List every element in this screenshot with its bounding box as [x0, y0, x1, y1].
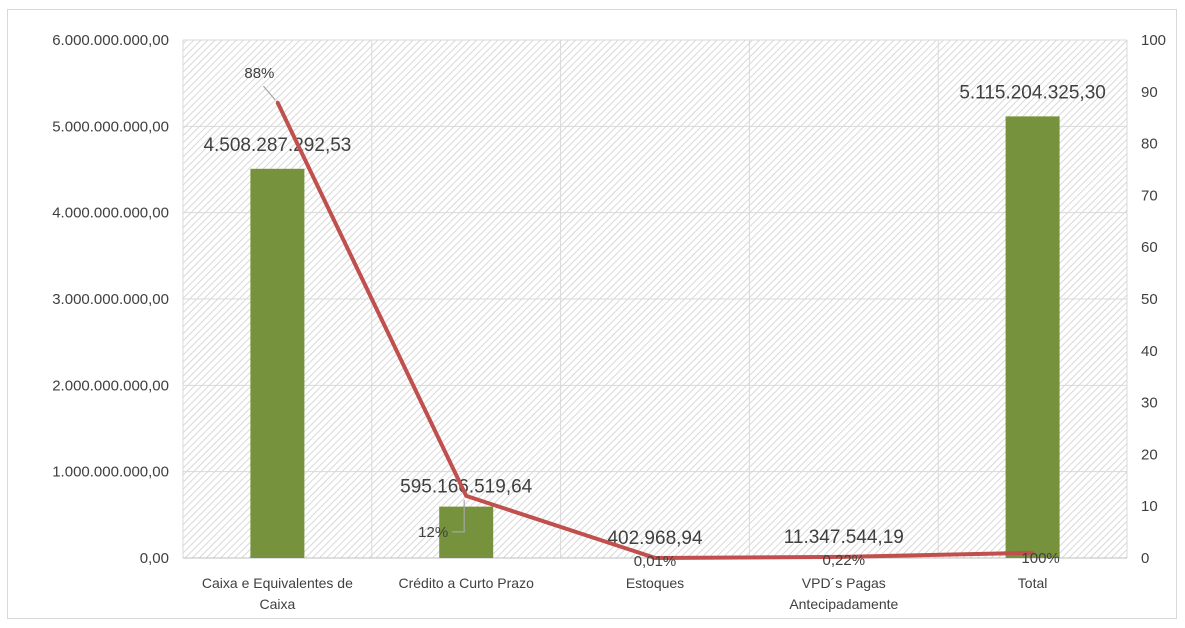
bar-data-label: 5.115.204.325,30: [959, 82, 1106, 103]
y-right-tick-label: 70: [1141, 187, 1158, 204]
bar: [439, 506, 494, 558]
y-right-tick-label: 10: [1141, 498, 1158, 515]
y-right-tick-label: 60: [1141, 239, 1158, 256]
bar: [1005, 116, 1060, 558]
line-data-label: 12%: [418, 524, 448, 541]
y-right-tick-label: 50: [1141, 291, 1158, 308]
x-category-label: Antecipadamente: [789, 596, 898, 612]
x-category-label: Caixa e Equivalentes de: [202, 575, 353, 591]
line-data-label: 0,01%: [634, 553, 677, 570]
y-right-tick-label: 80: [1141, 136, 1158, 153]
x-category-label: VPD´s Pagas: [802, 575, 886, 591]
bar: [250, 168, 305, 558]
y-left-tick-label: 5.000.000.000,00: [52, 118, 169, 135]
bar-data-label: 4.508.287.292,53: [203, 135, 351, 156]
x-category-label: Crédito a Curto Prazo: [398, 575, 534, 591]
y-left-tick-label: 3.000.000.000,00: [52, 291, 169, 308]
line-data-label: 100%: [1021, 550, 1059, 567]
leader-line: [262, 85, 276, 101]
y-right-tick-label: 30: [1141, 395, 1158, 412]
line-point: [1031, 551, 1035, 555]
x-category-label: Caixa: [260, 596, 296, 612]
y-left-tick-label: 6.000.000.000,00: [52, 32, 169, 49]
y-right-tick-label: 20: [1141, 446, 1158, 463]
x-category-label: Total: [1018, 575, 1048, 591]
line-point: [275, 100, 279, 104]
leader-line: [452, 499, 465, 533]
line-data-label: 88%: [244, 65, 274, 82]
line-point: [464, 494, 468, 498]
y-right-tick-label: 90: [1141, 84, 1158, 101]
x-category-label: Estoques: [626, 575, 684, 591]
y-right-tick-label: 40: [1141, 343, 1158, 360]
bar-data-label: 11.347.544,19: [784, 527, 904, 548]
line-point: [653, 556, 657, 560]
y-left-tick-label: 4.000.000.000,00: [52, 205, 169, 222]
y-right-tick-label: 100: [1141, 32, 1166, 49]
y-left-tick-label: 2.000.000.000,00: [52, 377, 169, 394]
line-point: [842, 555, 846, 559]
y-left-tick-label: 1.000.000.000,00: [52, 464, 169, 481]
y-right-tick-label: 0: [1141, 550, 1149, 567]
bar-data-label: 595.166.519,64: [400, 477, 533, 498]
line-data-label: 0,22%: [823, 552, 866, 569]
y-left-tick-label: 0,00: [140, 550, 169, 567]
bar-data-label: 402.968,94: [607, 528, 703, 549]
